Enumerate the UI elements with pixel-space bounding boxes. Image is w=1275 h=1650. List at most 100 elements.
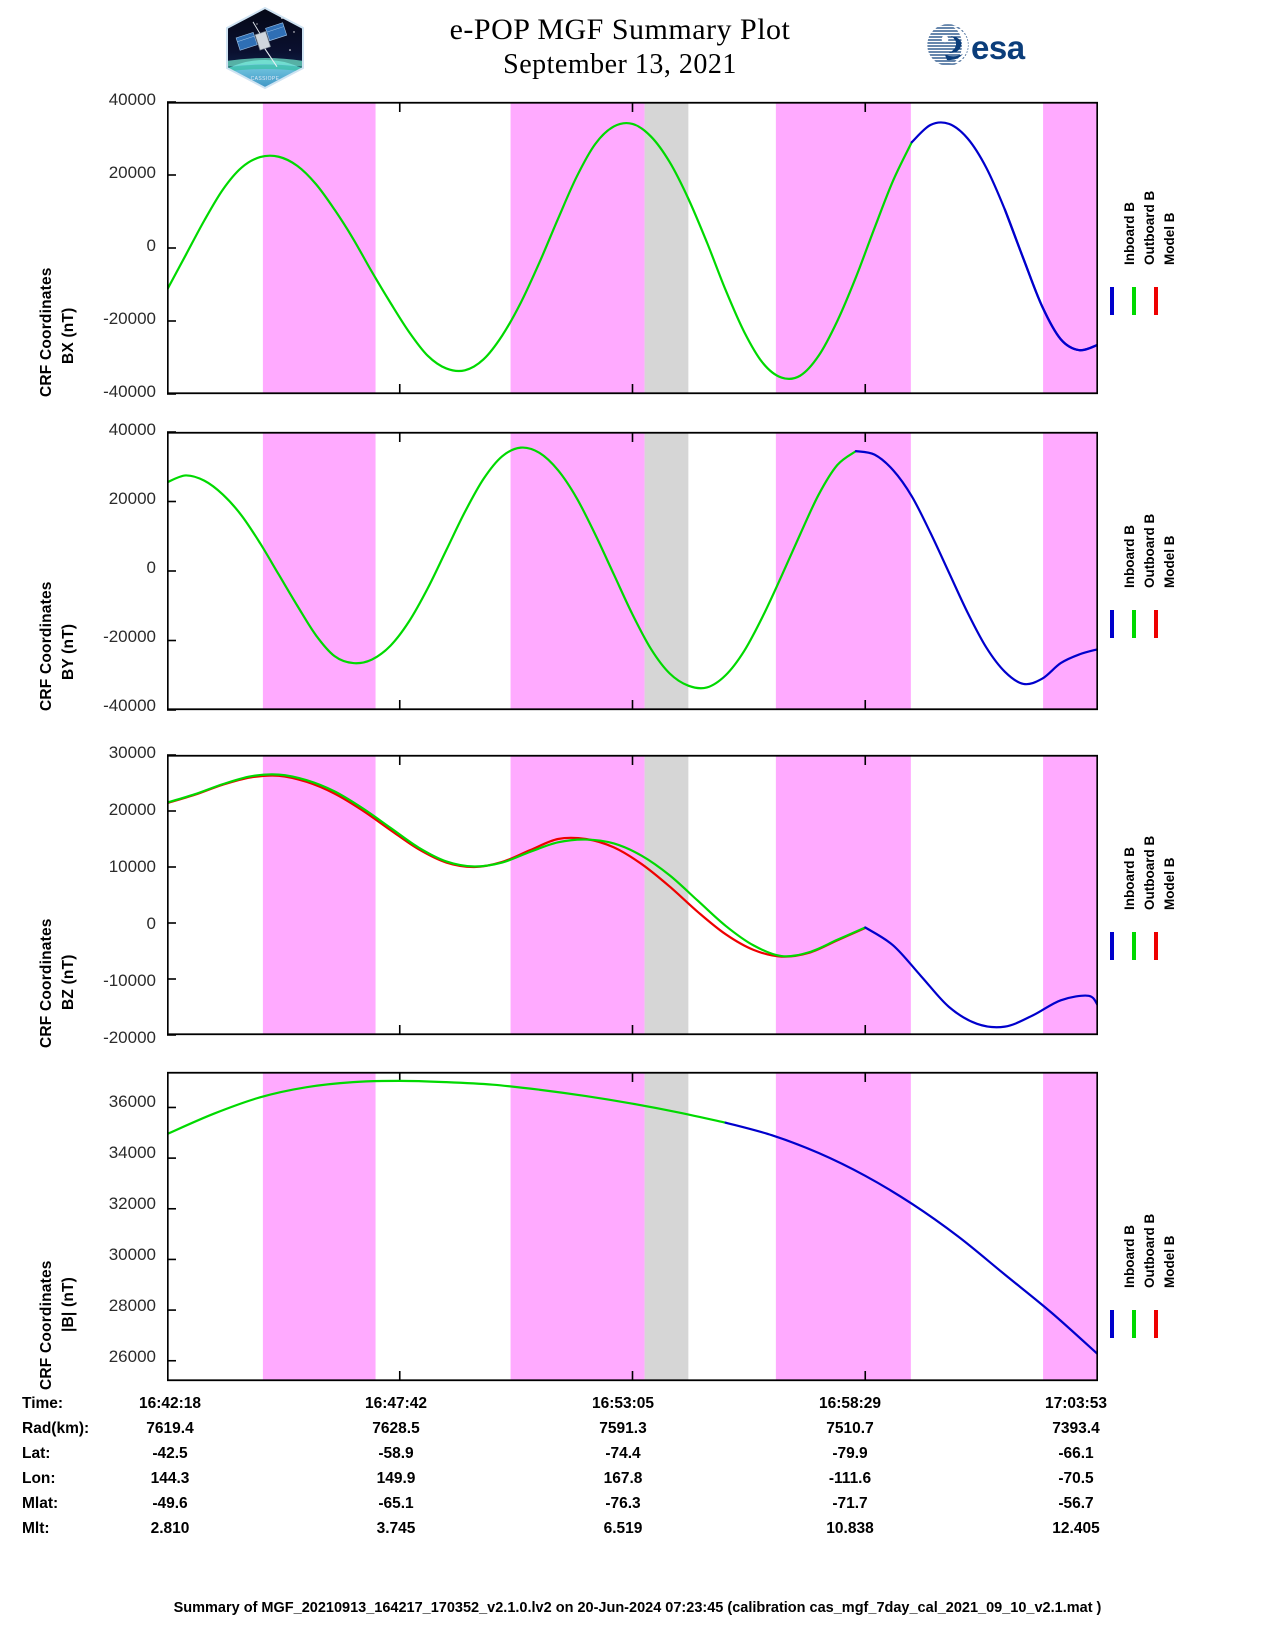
ytick: 30000 — [108, 743, 156, 762]
table-cell: 6.519 — [603, 1520, 643, 1537]
shaded-region-gray — [644, 432, 689, 710]
table-row: Lat: -42.5 -58.9 -74.4 -79.9 -66.1 — [0, 1445, 1275, 1470]
table-row: Time: 16:42:18 16:47:42 16:53:05 16:58:2… — [0, 1395, 1275, 1420]
ytick: -20000 — [103, 1028, 156, 1047]
series-trace — [724, 1121, 1098, 1356]
legend-swatch-outboard — [1132, 932, 1136, 960]
table-cell: -49.6 — [152, 1495, 188, 1512]
ephemeris-table: Time: 16:42:18 16:47:42 16:53:05 16:58:2… — [0, 1395, 1275, 1545]
footer-provenance: Summary of MGF_20210913_164217_170352_v2… — [173, 1600, 1102, 1616]
shaded-region-pink — [510, 755, 645, 1035]
ytick: 34000 — [108, 1143, 156, 1162]
shaded-region-gray — [644, 1072, 689, 1381]
series-trace — [167, 1079, 727, 1136]
shaded-region-pink — [510, 432, 645, 710]
legend-swatch-outboard — [1132, 610, 1136, 638]
table-cell: -76.3 — [605, 1495, 641, 1512]
table-cell: 7393.4 — [1052, 1420, 1100, 1437]
row-key: Time: — [22, 1395, 64, 1412]
legend-label-outboard: Outboard B — [1142, 513, 1157, 588]
table-cell: -79.9 — [832, 1445, 868, 1462]
legend-swatch-model — [1154, 287, 1158, 315]
panel-bz-plot-area[interactable] — [167, 751, 1098, 1039]
panel-bz-ylabel-line2: BZ (nT) — [60, 954, 77, 1010]
panel-bx-ylabel-line1: CRF Coordinates — [38, 267, 55, 397]
legend-label-inboard: Inboard B — [1122, 525, 1137, 588]
panel-bmag: CRF Coordinates |B| (nT) 36000 34000 320… — [0, 1060, 1275, 1395]
table-cell: -70.5 — [1058, 1470, 1094, 1487]
esa-logo-icon: esa — [925, 22, 1045, 68]
table-row: Mlt: 2.810 3.745 6.519 10.838 12.405 — [0, 1520, 1275, 1545]
panel-bx-plot-area[interactable] — [167, 98, 1098, 398]
table-cell: -58.9 — [378, 1445, 414, 1462]
ytick: 36000 — [108, 1092, 156, 1111]
legend-swatch-outboard — [1132, 1310, 1136, 1338]
series-trace — [1003, 208, 1098, 352]
table-cell: -42.5 — [152, 1445, 188, 1462]
panel-by-ylabel-line2: BY (nT) — [60, 623, 77, 680]
series-trace — [854, 450, 1098, 686]
table-cell: 16:42:18 — [138, 1395, 202, 1412]
ytick: -20000 — [103, 627, 156, 646]
ytick: 20000 — [108, 800, 156, 819]
esa-wordmark: esa — [971, 29, 1026, 66]
table-cell: 2.810 — [150, 1520, 190, 1537]
ytick: 0 — [146, 558, 156, 577]
table-cell: 3.745 — [376, 1520, 416, 1537]
table-cell: 12.405 — [1052, 1520, 1100, 1537]
ytick: 32000 — [108, 1194, 156, 1213]
table-cell: 7591.3 — [599, 1420, 647, 1437]
ytick: 20000 — [108, 489, 156, 508]
shaded-region-pink — [775, 102, 911, 394]
panel-bz: CRF Coordinates BZ (nT) 30000 20000 1000… — [0, 728, 1275, 1060]
ytick: 0 — [146, 914, 156, 933]
axes-frame — [167, 431, 1098, 711]
panel-bz-ylabel-line1: CRF Coordinates — [38, 918, 55, 1048]
ytick: 26000 — [108, 1347, 156, 1366]
table-row: Rad(km): 7619.4 7628.5 7591.3 7510.7 739… — [0, 1420, 1275, 1445]
legend-label-inboard: Inboard B — [1122, 847, 1137, 910]
panel-bx-ylabel-line2: BX (nT) — [60, 307, 77, 365]
legend-label-model: Model B — [1162, 535, 1177, 589]
shaded-region-pink — [262, 1072, 376, 1381]
legend-swatch-model — [1154, 932, 1158, 960]
row-key: Mlt: — [22, 1520, 50, 1537]
legend-swatch-model — [1154, 1310, 1158, 1338]
legend-swatch-inboard — [1110, 287, 1114, 315]
table-cell: -56.7 — [1058, 1495, 1094, 1512]
legend-swatch-inboard — [1110, 932, 1114, 960]
title-primary: e-POP MGF Summary Plot — [449, 13, 791, 46]
panel-by-ylabel-line1: CRF Coordinates — [38, 581, 55, 711]
legend-label-model: Model B — [1162, 1235, 1177, 1289]
ytick: 0 — [146, 236, 156, 255]
row-key: Lon: — [22, 1470, 56, 1487]
table-cell: 7619.4 — [146, 1420, 194, 1437]
legend-label-outboard: Outboard B — [1142, 1213, 1157, 1288]
panel-by-plot-area[interactable] — [167, 428, 1098, 714]
cassiope-mission-patch-icon: CASSIOPE — [222, 6, 308, 90]
table-cell: 144.3 — [150, 1470, 190, 1487]
shaded-region-pink — [1043, 1072, 1098, 1381]
legend-swatch-inboard — [1110, 1310, 1114, 1338]
ytick: 30000 — [108, 1245, 156, 1264]
series-trace — [167, 121, 913, 380]
table-cell: 149.9 — [376, 1470, 416, 1487]
title-date: September 13, 2021 — [503, 49, 737, 80]
legend-label-inboard: Inboard B — [1122, 1225, 1137, 1288]
legend-label-inboard: Inboard B — [1122, 202, 1137, 265]
table-cell: 167.8 — [603, 1470, 643, 1487]
shaded-region-pink — [775, 432, 911, 710]
shaded-region-pink — [775, 1072, 911, 1381]
table-cell: -74.4 — [605, 1445, 641, 1462]
table-cell: 7510.7 — [826, 1420, 874, 1437]
table-cell: 16:58:29 — [818, 1395, 882, 1412]
ytick: -40000 — [103, 696, 156, 715]
ytick: 20000 — [108, 163, 156, 182]
table-row: Mlat: -49.6 -65.1 -76.3 -71.7 -56.7 — [0, 1495, 1275, 1520]
series-trace — [864, 926, 1098, 1029]
mission-logo-caption: CASSIOPE — [251, 76, 280, 82]
table-cell: 7628.5 — [372, 1420, 420, 1437]
panel-bmag-plot-area[interactable] — [167, 1068, 1098, 1385]
shaded-region-pink — [262, 432, 376, 710]
